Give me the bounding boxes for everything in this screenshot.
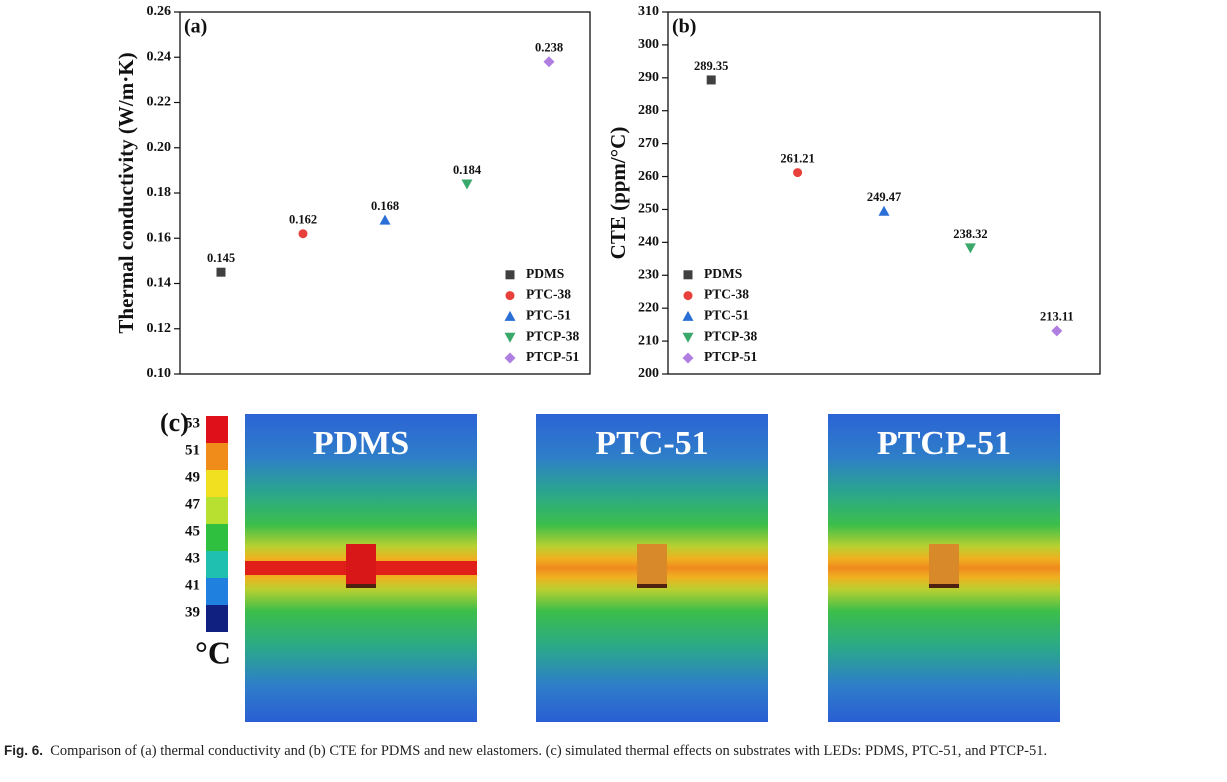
marker [683,270,693,280]
thermal-image: PTC-51 [536,414,768,722]
legend-label: PTC-51 [704,307,749,322]
data-label: 0.184 [453,163,482,177]
y-tick-label: 0.26 [147,4,172,19]
legend-label: PTCP-51 [704,349,757,364]
panel-label: (b) [672,16,696,38]
legend-label: PDMS [704,266,742,281]
marker [504,332,516,343]
scale-tick-label: 41 [185,577,200,593]
data-label: 249.47 [867,190,901,204]
scale-swatch [206,578,228,605]
color-scale [206,416,228,632]
marker [964,243,976,254]
marker [379,214,391,225]
y-tick-label: 200 [638,366,659,381]
y-tick-label: 0.20 [147,140,172,155]
marker [504,310,516,321]
y-tick-label: 230 [638,267,659,282]
y-tick-label: 280 [638,103,659,118]
caption: Fig. 6. Comparison of (a) thermal conduc… [4,740,1222,762]
marker [298,229,308,239]
plot-frame [667,11,1101,375]
scale-tick-label: 49 [185,469,200,485]
image-title: PDMS [313,425,409,462]
scale-tick-label: 43 [185,550,200,566]
data-label: 0.238 [535,41,563,55]
y-tick-label: 0.24 [147,49,172,64]
panel-label: (a) [184,16,207,38]
marker [504,352,516,364]
marker [505,270,515,280]
y-tick-label: 260 [638,169,659,184]
data-label: 213.11 [1040,310,1074,324]
marker [682,310,694,321]
y-tick-label: 0.16 [147,230,172,245]
caption-text: Comparison of (a) thermal conductivity a… [50,743,1048,759]
chart: (a) Thermal conductivity (W/m·K) 0.10 0.12 0… [114,4,591,381]
y-tick-label: 0.10 [147,366,172,381]
y-axis-label: Thermal conductivity (W/m·K) [114,52,138,333]
marker [706,75,716,85]
y-tick-label: 250 [638,202,659,217]
legend-label: PTCP-38 [704,328,757,343]
scale-swatch [206,524,228,551]
thermal-panel: (c) °C PDMS PTC-51 [160,408,1060,722]
scale-tick-label: 47 [185,496,201,512]
y-tick-label: 0.22 [147,95,172,110]
data-label: 261.21 [780,151,814,165]
marker [461,179,473,190]
y-tick-label: 0.18 [147,185,172,200]
data-label: 238.32 [953,227,987,241]
image-title: PTC-51 [595,425,708,462]
scale-swatch [206,605,228,632]
scale-unit: °C [195,634,231,670]
scale-tick-label: 39 [185,604,200,620]
caption-label: Fig. 6. [4,743,44,758]
y-tick-label: 300 [638,37,659,52]
y-tick-label: 0.14 [147,276,172,291]
data-label: 0.145 [207,251,235,265]
y-axis-label: CTE (ppm/°C) [606,127,630,260]
marker [683,291,693,301]
data-label: 0.168 [371,199,399,213]
marker [543,56,555,68]
scale-swatch [206,470,228,497]
scale-swatch [206,497,228,524]
marker [505,291,515,301]
scale-tick-label: 51 [185,442,200,458]
thermal-image: PDMS [245,414,477,722]
marker [793,168,803,178]
legend-label: PTC-51 [526,307,571,322]
scale-swatch [206,551,228,578]
y-tick-label: 210 [638,333,659,348]
scale-swatch [206,416,228,443]
legend-label: PTC-38 [704,287,749,302]
legend-label: PDMS [526,266,564,281]
y-tick-label: 0.12 [147,321,172,336]
y-tick-label: 310 [638,4,659,19]
figure: (c) °C PDMS PTC-51 [114,4,1101,722]
chart: (b) CTE (ppm/°C) 200 210 220 230 240 250 260 270 2… [606,4,1101,381]
legend-label: PTCP-51 [526,349,579,364]
marker [878,205,890,216]
thermal-image: PTCP-51 [828,414,1060,722]
panel-label: (c) [160,408,189,437]
y-tick-label: 270 [638,136,659,151]
scale-swatch [206,443,228,470]
marker [216,267,226,277]
y-tick-label: 220 [638,300,659,315]
legend-label: PTC-38 [526,287,571,302]
y-tick-label: 240 [638,235,659,250]
legend-label: PTCP-38 [526,328,579,343]
marker [682,332,694,343]
image-title: PTCP-51 [877,425,1011,462]
y-tick-label: 290 [638,70,659,85]
data-label: 289.35 [694,59,728,73]
marker [682,352,694,364]
scale-tick-label: 45 [185,523,200,539]
scale-tick-label: 53 [185,415,200,431]
data-label: 0.162 [289,213,317,227]
marker [1051,325,1063,337]
